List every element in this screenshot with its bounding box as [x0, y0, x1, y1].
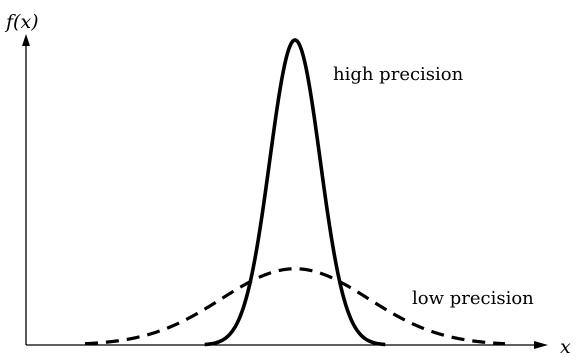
y-axis-label: f(x)	[4, 11, 39, 33]
x-axis-label: x	[560, 336, 571, 357]
y-axis-arrowhead	[22, 34, 30, 46]
high-precision-label: high precision	[333, 64, 464, 85]
high-precision-curve	[204, 38, 386, 347]
x-axis-arrowhead	[534, 341, 548, 349]
low-precision-curve	[84, 267, 506, 346]
low-precision-label: low precision	[412, 288, 534, 309]
